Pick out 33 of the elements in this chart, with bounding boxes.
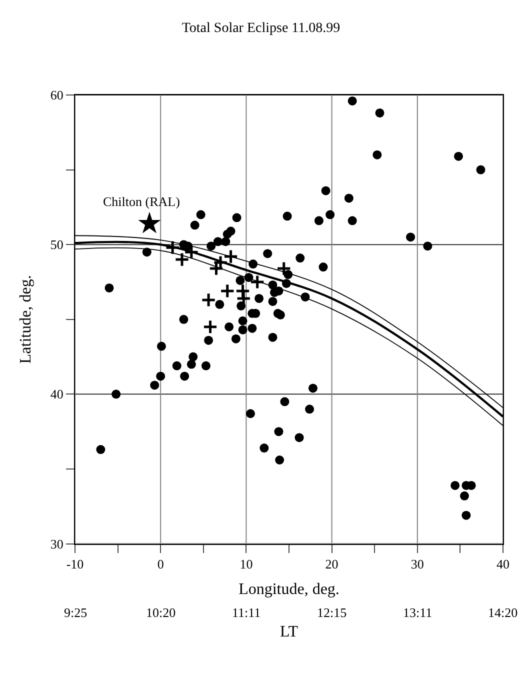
x2-axis-title: LT	[280, 623, 298, 640]
x-tick-label: 20	[325, 556, 338, 572]
text: 13:11	[403, 605, 432, 620]
point	[223, 249, 238, 264]
chart-title: Total Solar Eclipse 11.08.99	[182, 20, 340, 36]
point	[236, 290, 252, 306]
point	[165, 240, 180, 256]
point	[250, 274, 265, 290]
point	[138, 212, 161, 234]
point	[202, 319, 218, 334]
point	[276, 260, 292, 276]
text: 14:20	[488, 605, 518, 620]
x-tick-label: 0	[157, 556, 164, 572]
text: 12:15	[317, 605, 347, 620]
y-tick-label: 30	[50, 536, 64, 552]
x-tick-label: 10	[240, 556, 253, 572]
point	[220, 283, 235, 299]
x-tick-label: 40	[496, 556, 510, 572]
point	[184, 244, 199, 260]
y-tick-label: 40	[50, 386, 64, 402]
x-tick-label: -10	[66, 556, 84, 572]
y-tick-label: 50	[50, 237, 64, 252]
x-tick-label: 30	[410, 556, 424, 572]
text: 11:11	[232, 605, 261, 620]
x-axis-title: Longitude, deg.	[238, 581, 340, 598]
text: 9:25	[64, 605, 88, 620]
point	[174, 252, 190, 268]
y-axis-title: Latitude, deg.	[17, 275, 34, 364]
text: 10:20	[146, 605, 176, 620]
point	[200, 292, 216, 308]
y-tick-label: 60	[50, 88, 64, 103]
point	[235, 283, 250, 299]
annotation: Chilton (RAL)	[103, 194, 180, 209]
